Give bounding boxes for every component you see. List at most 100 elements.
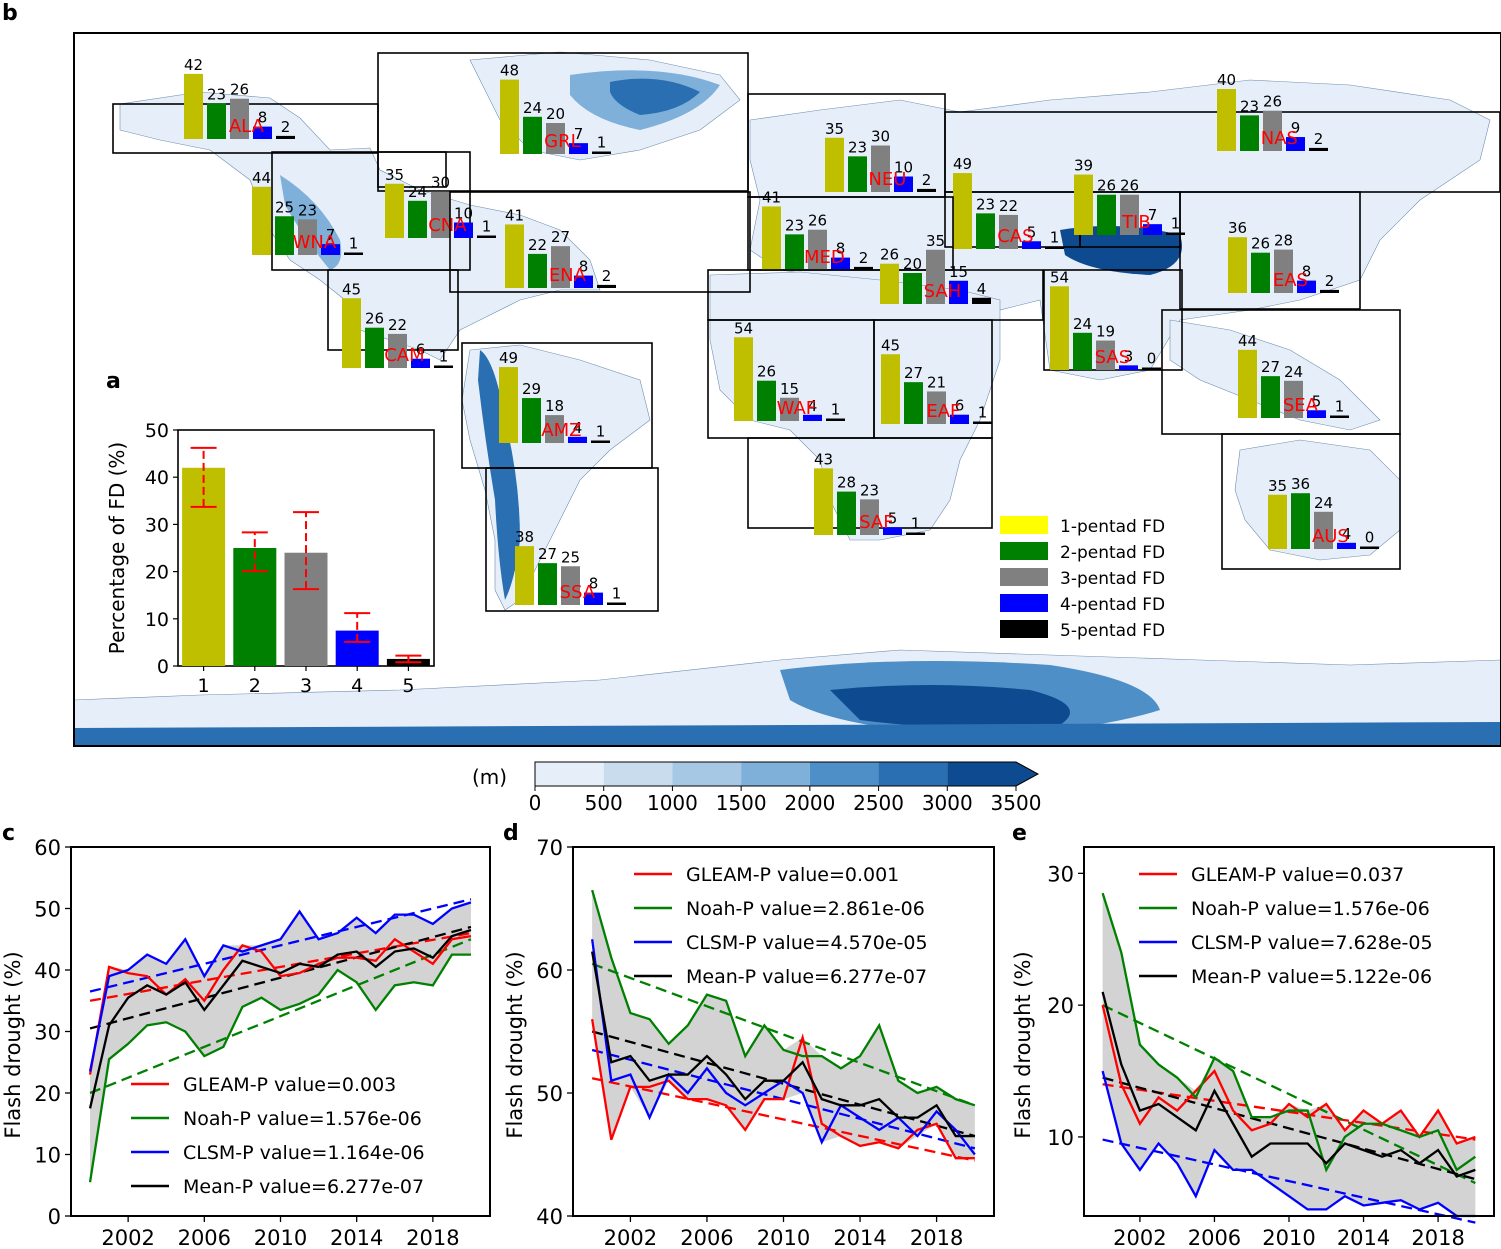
region-bar-label: 49 — [499, 349, 518, 367]
region-name: CAS — [997, 226, 1033, 247]
x-tick-label: 2 — [249, 675, 261, 697]
region-bar-label: 1 — [1171, 215, 1181, 233]
region-bar — [976, 213, 995, 249]
region-name: CAM — [384, 345, 424, 366]
region-bar-label: 36 — [1291, 475, 1310, 493]
region-bar — [298, 219, 317, 255]
region-bar-label: 19 — [1096, 323, 1115, 341]
x-tick-label: 2018 — [1411, 1226, 1464, 1249]
region-bar-label: 38 — [515, 528, 534, 546]
region-bar — [591, 440, 610, 443]
region-bar — [515, 546, 534, 605]
x-tick-label: 2014 — [833, 1226, 886, 1249]
region-bar — [926, 249, 945, 304]
x-tick-label: 2002 — [1113, 1226, 1166, 1249]
region-box — [377, 151, 447, 188]
region-bar — [551, 246, 570, 288]
region-bar — [411, 358, 430, 368]
region-bar — [276, 135, 295, 139]
legend-swatch-3 — [1000, 568, 1048, 586]
antarctic-edge — [74, 722, 1501, 746]
panel-a: a 0 10 20 30 40 50 1 2 3 4 5 Percentage of FD (%) — [102, 369, 435, 697]
region-bar — [1166, 232, 1185, 235]
region-bar — [454, 222, 473, 238]
region-bar-label: 21 — [927, 373, 946, 391]
x-tick-label: 2010 — [757, 1226, 810, 1249]
region-bar-label: 7 — [574, 125, 584, 143]
region-name: GRL — [544, 131, 580, 152]
region-bar — [1073, 332, 1092, 370]
region-bar-label: 44 — [252, 169, 271, 187]
region-bar-label: 26 — [880, 246, 899, 264]
region-bar-label: 35 — [1268, 477, 1287, 495]
legend-label: Noah-P value=1.576e-06 — [1191, 898, 1430, 920]
y-tick-label: 40 — [34, 959, 61, 983]
region-bar-label: 8 — [836, 240, 846, 258]
region-bar-label: 35 — [385, 166, 404, 184]
panel-letter-a: a — [106, 369, 121, 394]
region-name: NEU — [868, 169, 906, 190]
panel-d-ylabel: Flash drought (%) — [503, 951, 527, 1138]
legend-label: Mean-P value=6.277e-07 — [183, 1176, 424, 1198]
region-bar-label: 1 — [1335, 398, 1345, 416]
panel-a-ylabel: Percentage of FD (%) — [105, 442, 129, 654]
region-bar-label: 35 — [926, 232, 945, 250]
region-name: AMZ — [541, 420, 581, 441]
region-bar — [505, 224, 524, 288]
panel-e-ylabel: Flash drought (%) — [1011, 951, 1035, 1138]
series-clsm — [88, 901, 472, 1072]
series-noah — [1101, 892, 1477, 1173]
region-bar — [826, 418, 845, 421]
region-box — [485, 467, 659, 612]
region-bar — [342, 298, 361, 368]
region-bar-label: 41 — [505, 206, 524, 224]
region-bar-label: 10 — [454, 205, 473, 223]
region-bar-label: 15 — [780, 380, 799, 398]
region-name: WAF — [777, 398, 816, 419]
region-bar-label: 26 — [757, 363, 776, 381]
region-bar-label: 1 — [596, 423, 606, 441]
trend-mean — [89, 925, 472, 1030]
region-bar-label: 35 — [825, 120, 844, 138]
region-bar — [321, 244, 340, 255]
region-bar-label: 30 — [431, 174, 450, 192]
region-bar-label: 1 — [597, 134, 607, 152]
panel-letter-b: b — [2, 1, 18, 26]
region-bar-label: 1 — [831, 401, 841, 419]
colorbar-segment — [535, 762, 604, 786]
southeast-asia-land — [1169, 319, 1381, 431]
y-tick-label: 60 — [34, 836, 61, 860]
map-frame — [73, 32, 1501, 747]
region-bar-label: 2 — [922, 171, 932, 189]
region-bar-label: 54 — [1050, 268, 1069, 286]
region-bar-label: 15 — [949, 263, 968, 281]
region-bar — [538, 563, 557, 605]
region-bar — [785, 234, 804, 270]
region-sas: 54 24 19 3 0 SAS — [1043, 268, 1183, 371]
region-bar — [1050, 286, 1069, 370]
region-cas: 49 23 22 5 1 CAS — [944, 155, 1081, 249]
region-bar — [1045, 246, 1064, 249]
region-bar — [385, 183, 404, 238]
region-bar — [431, 191, 450, 238]
x-tick-label: 5 — [402, 675, 414, 697]
region-bar-label: 9 — [1291, 119, 1301, 137]
y-tick-label: 50 — [34, 898, 61, 922]
region-bar — [757, 380, 776, 421]
region-bar — [906, 532, 925, 535]
region-bar-label: 23 — [860, 481, 879, 499]
legend-label-3: 3-pentad FD — [1060, 569, 1165, 589]
region-bar — [973, 421, 992, 424]
region-bar — [568, 436, 587, 443]
region-name: ALA — [229, 116, 265, 137]
region-bar — [1286, 137, 1305, 151]
region-bar-label: 26 — [1120, 177, 1139, 195]
region-bar — [1268, 494, 1287, 549]
region-bar-label: 1 — [439, 348, 449, 366]
region-name: WNA — [293, 232, 337, 253]
greenland-peak — [610, 78, 700, 115]
y-tick-label: 50 — [145, 420, 169, 442]
